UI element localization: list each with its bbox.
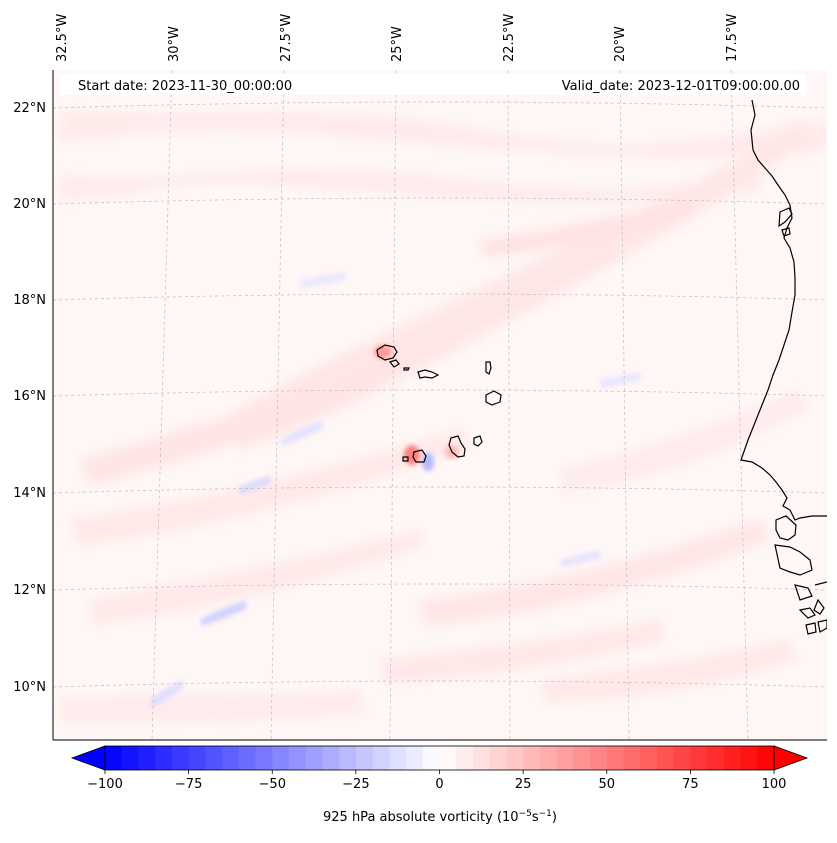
vortex-hotspot-north <box>374 345 392 359</box>
colorbar-segment <box>272 746 290 770</box>
colorbar-tick-label: 25 <box>515 777 532 792</box>
colorbar-segment <box>623 746 641 770</box>
lat-label-22n: 22°N <box>13 101 46 116</box>
colorbar-segment <box>406 746 424 770</box>
lat-label-10n: 10°N <box>13 680 46 695</box>
colorbar-segment <box>489 746 507 770</box>
african-coastline <box>740 99 827 521</box>
lon-label-27-5w: 27.5°W <box>279 14 294 62</box>
lon-label-20w: 20°W <box>613 26 628 62</box>
start-date-label: Start date: 2023-11-30_00:00:00 <box>78 79 292 94</box>
island-santo-antao <box>376 344 398 361</box>
colorbar-extend-max-arrow <box>773 745 809 771</box>
colorbar-segment <box>640 746 658 770</box>
island-sal <box>485 361 492 375</box>
date-header-band <box>60 74 807 95</box>
colorbar-segment <box>138 746 156 770</box>
latitude-labels: 22°N 20°N 18°N 16°N 14°N 12°N 10°N <box>13 101 46 695</box>
island-santiago <box>448 435 466 458</box>
colorbar-segment <box>339 746 357 770</box>
vorticity-field <box>60 110 827 722</box>
colorbar-segment <box>556 746 574 770</box>
colorbar-segment <box>656 746 675 770</box>
colorbar-title-suffix: ) <box>552 810 557 825</box>
colorbar-ticks: −100 −75 −50 −25 0 25 50 75 100 <box>87 770 786 792</box>
colorbar-extend-min-arrow <box>70 745 106 771</box>
island-brava <box>402 456 409 462</box>
colorbar-segment <box>472 746 491 770</box>
colorbar-tick-label: 50 <box>598 777 615 792</box>
colorbar-segment <box>422 746 441 770</box>
valid-date-label: Valid_date: 2023-12-01T09:00:00.00 <box>562 79 800 94</box>
lon-label-17-5w: 17.5°W <box>725 14 740 62</box>
colorbar-title-prefix: 925 hPa absolute vorticity (10 <box>323 810 519 825</box>
colorbar-segment <box>121 746 139 770</box>
colorbar-segment <box>506 746 524 770</box>
lon-label-32-5w: 32.5°W <box>55 14 70 62</box>
colorbar-segment <box>322 746 340 770</box>
colorbar-title-exp1: −5 <box>519 809 532 819</box>
colorbar-segment <box>171 746 190 770</box>
colorbar-tick-label: −25 <box>342 777 369 792</box>
lon-label-25w: 25°W <box>390 26 405 62</box>
colorbar-segment <box>707 746 725 770</box>
colorbar-segment <box>740 746 758 770</box>
colorbar-segment <box>573 746 591 770</box>
colorbar-segment <box>222 746 240 770</box>
lat-label-14n: 14°N <box>13 486 46 501</box>
colorbar-segment <box>757 746 775 770</box>
lat-label-12n: 12°N <box>13 583 46 598</box>
colorbar-tick-label: −50 <box>259 777 286 792</box>
longitude-labels: 32.5°W 30°W 27.5°W 25°W 22.5°W 20°W 17.5… <box>55 14 740 62</box>
lat-label-20n: 20°N <box>13 197 46 212</box>
lat-label-18n: 18°N <box>13 293 46 308</box>
colorbar-segment <box>372 746 390 770</box>
colorbar-segments <box>105 746 775 770</box>
colorbar-segment <box>305 746 323 770</box>
island-boa-vista <box>485 390 502 406</box>
colorbar-segment <box>723 746 742 770</box>
colorbar-segment <box>155 746 173 770</box>
colorbar-tick-label: 75 <box>682 777 699 792</box>
colorbar-segment <box>205 746 223 770</box>
colorbar-segment <box>288 746 307 770</box>
colorbar-tick-label: 100 <box>762 777 787 792</box>
colorbar-segment <box>255 746 273 770</box>
colorbar-segment <box>590 746 608 770</box>
colorbar-segment <box>188 746 206 770</box>
island-fogo <box>412 449 427 463</box>
colorbar-segment <box>439 746 457 770</box>
lat-label-16n: 16°N <box>13 389 46 404</box>
colorbar-title: 925 hPa absolute vorticity (10−5s−1) <box>323 809 557 825</box>
lon-label-22-5w: 22.5°W <box>502 14 517 62</box>
colorbar-title-mid: s <box>532 810 539 825</box>
colorbar-segment <box>523 746 541 770</box>
colorbar-segment <box>355 746 374 770</box>
coastlines <box>376 99 827 635</box>
island-sao-vicente <box>388 359 400 368</box>
colorbar-segment <box>238 746 257 770</box>
lon-label-30w: 30°W <box>167 26 182 62</box>
colorbar-segment <box>389 746 407 770</box>
colorbar: −100 −75 −50 −25 0 25 50 75 100 925 hPa absolute… <box>70 745 809 825</box>
colorbar-segment <box>105 746 123 770</box>
colorbar-segment <box>456 746 474 770</box>
island-sao-nicolau <box>417 369 440 379</box>
colorbar-segment <box>690 746 708 770</box>
colorbar-tick-label: −75 <box>175 777 202 792</box>
graticule <box>53 70 827 740</box>
colorbar-segment <box>606 746 624 770</box>
colorbar-tick-label: −100 <box>87 777 123 792</box>
island-maio <box>473 435 483 447</box>
colorbar-tick-label: 0 <box>435 777 443 792</box>
colorbar-segment <box>539 746 558 770</box>
map-background <box>53 70 827 740</box>
colorbar-title-exp2: −1 <box>539 809 552 819</box>
colorbar-segment <box>673 746 691 770</box>
